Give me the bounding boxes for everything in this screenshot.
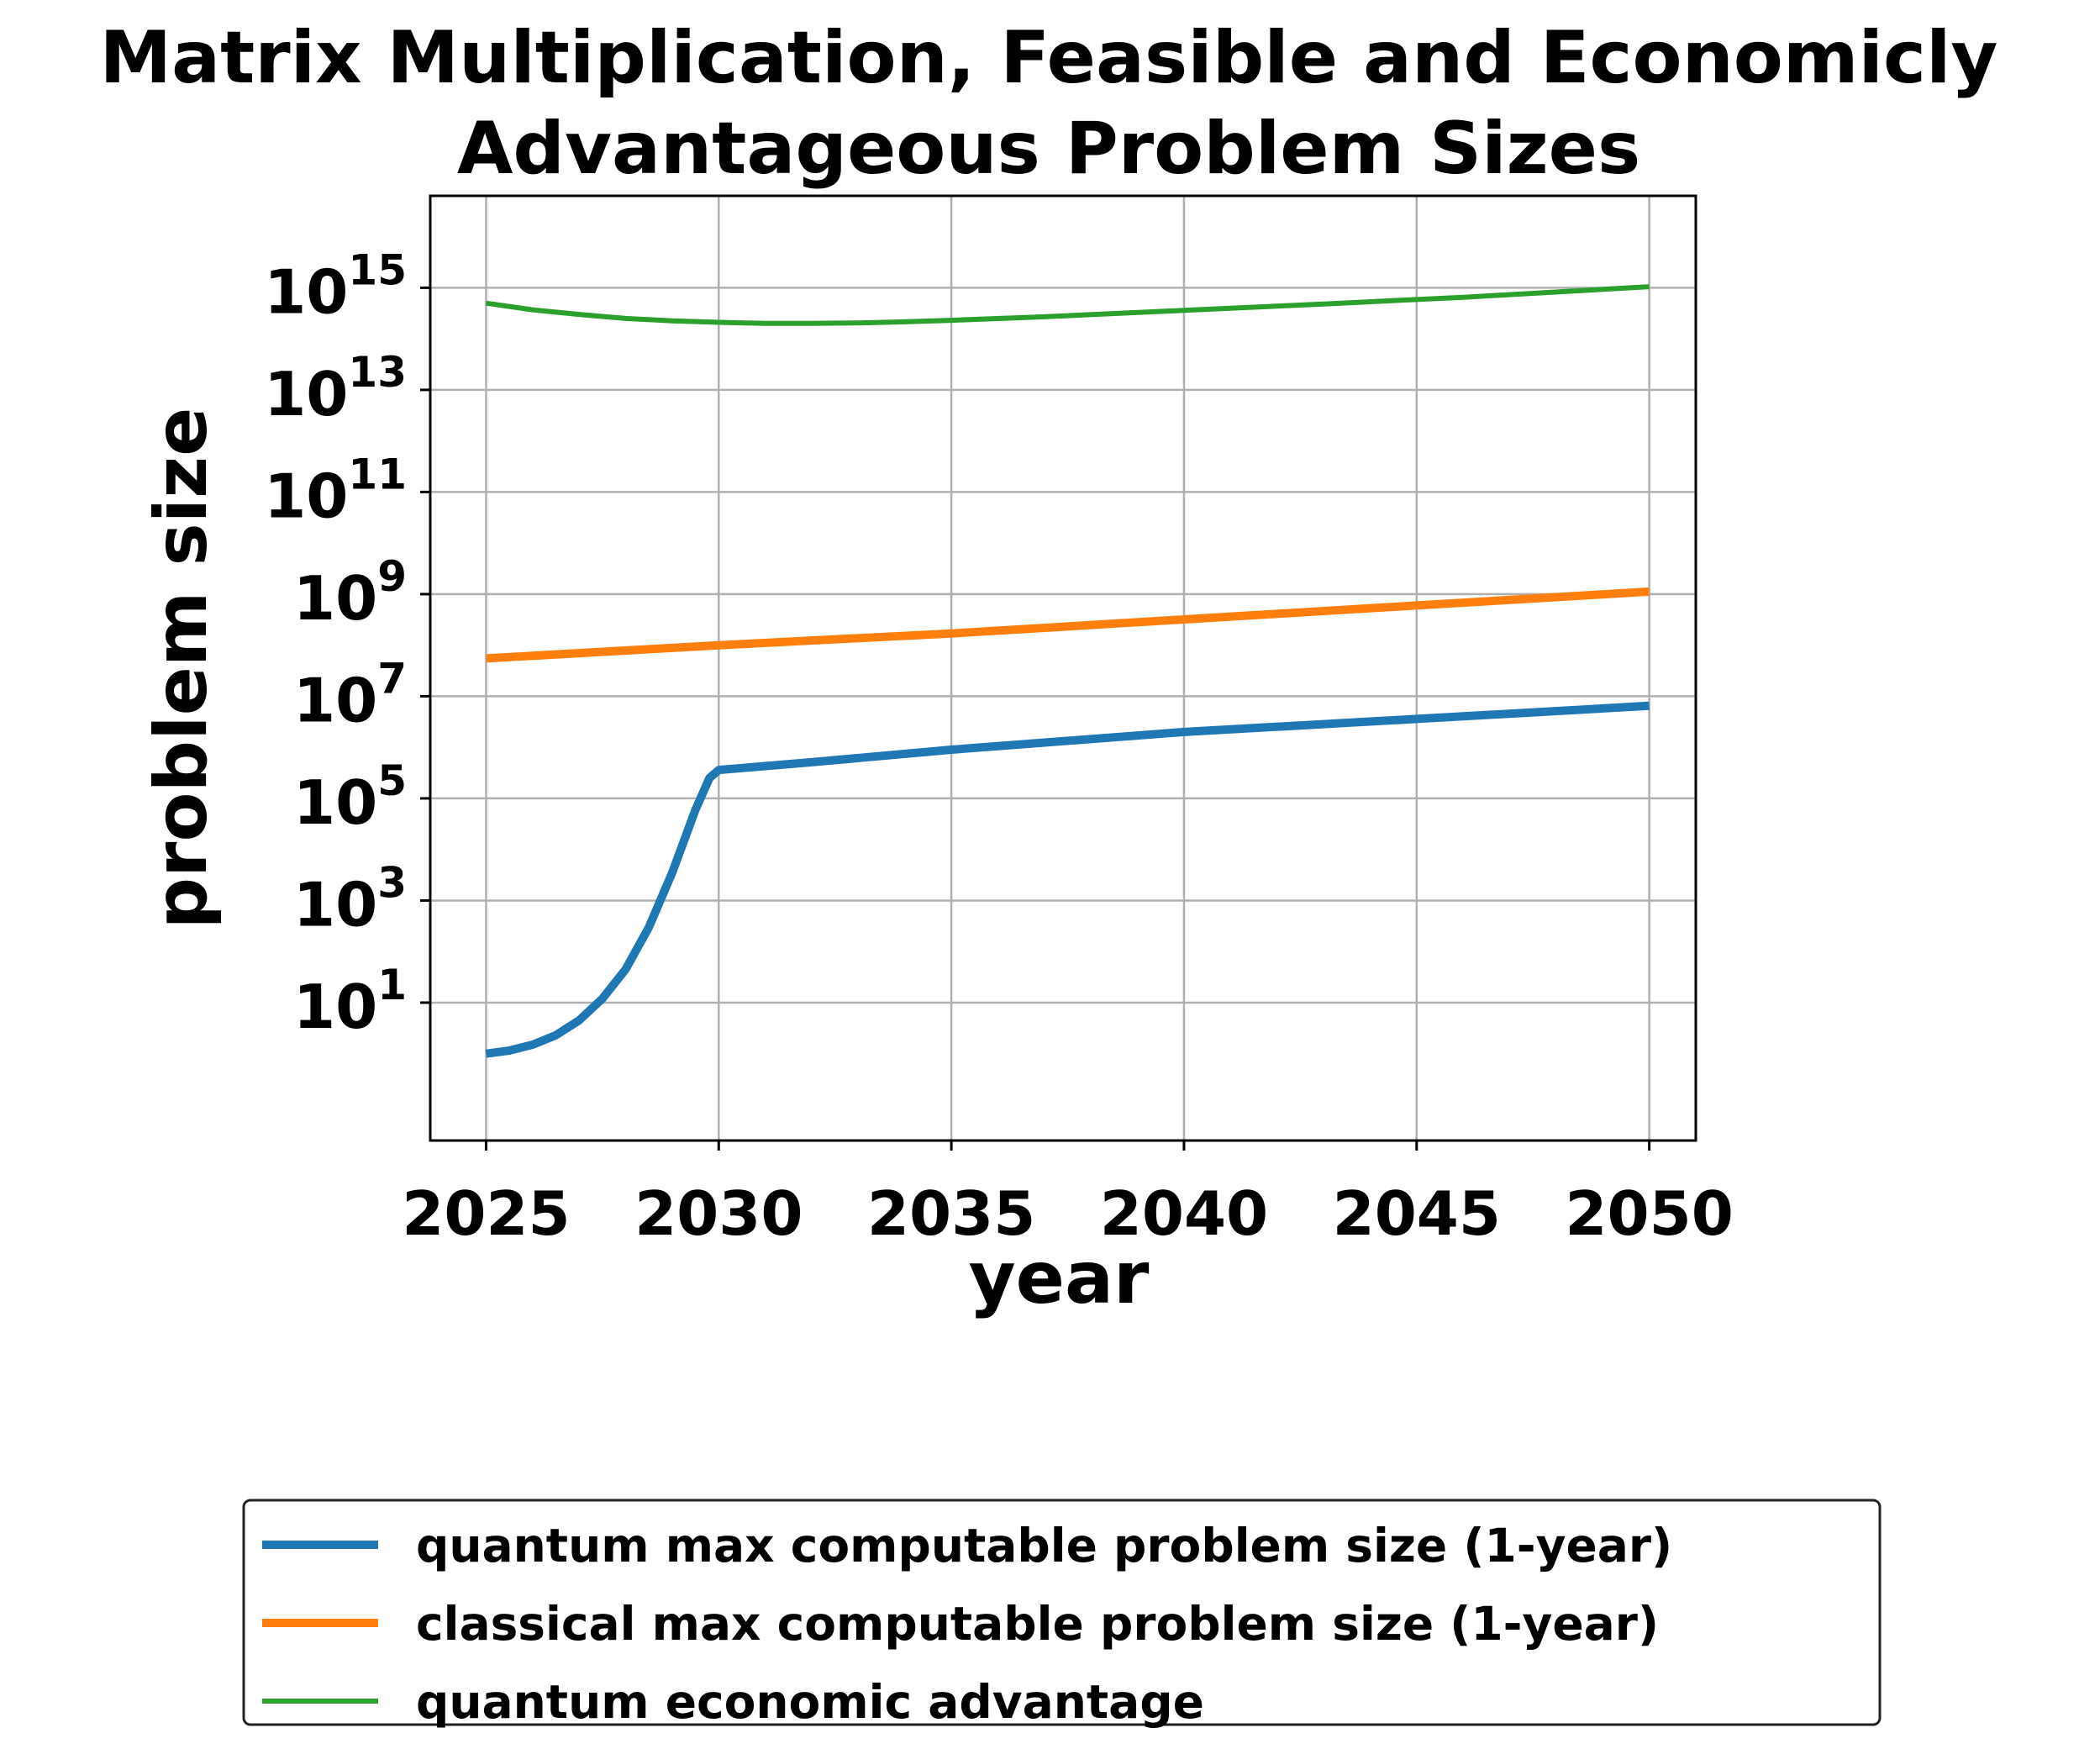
y-tick-label: 1013 (264, 348, 407, 429)
x-tick-label: 2035 (867, 1178, 1035, 1249)
chart-title-line-2: Advantageous Problem Sizes (457, 107, 1640, 191)
series-line-2 (486, 587, 1650, 663)
y-tick-label: 1015 (264, 245, 407, 327)
x-tick-label: 2025 (402, 1178, 570, 1249)
chart-title-line-1: Matrix Multiplication, Feasible and Econ… (99, 16, 1997, 100)
legend: quantum max computable problem size (1-y… (242, 1499, 1882, 1729)
series-line-3 (485, 284, 1650, 326)
x-tick-label: 2040 (1100, 1178, 1268, 1249)
grid (430, 196, 1696, 1141)
y-axis-label: problem size (139, 407, 224, 929)
x-tick-label: 2030 (634, 1178, 803, 1249)
y-tick-label: 103 (293, 858, 407, 940)
plot-area-frame (429, 194, 1697, 1142)
legend-label-3: quantum economic advantage (416, 1675, 1204, 1729)
x-axis-label: year (969, 1236, 1150, 1320)
y-tick-label: 101 (293, 961, 407, 1042)
y-tick-label: 109 (293, 552, 407, 634)
series-line-1 (485, 701, 1650, 1058)
legend-box (242, 1499, 1882, 1726)
x-axis-ticks: 2025 2030 2035 2040 2045 2050 (402, 1141, 1734, 1249)
y-tick-label: 105 (293, 756, 407, 838)
y-tick-label: 1011 (264, 450, 407, 531)
legend-label-1: quantum max computable problem size (1-y… (416, 1519, 1672, 1573)
series-layer (485, 284, 1650, 1058)
x-tick-label: 2045 (1333, 1178, 1501, 1249)
y-axis-ticks: 101 103 105 107 109 1011 1013 1015 (264, 245, 430, 1042)
x-tick-label: 2050 (1565, 1178, 1733, 1249)
legend-label-2: classical max computable problem size (1… (416, 1597, 1659, 1651)
y-tick-label: 107 (293, 654, 407, 735)
